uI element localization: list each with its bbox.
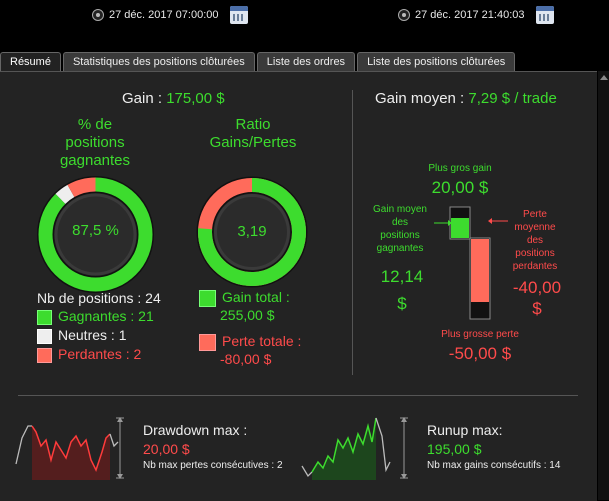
- legend-winners: Gagnantes : 21: [37, 308, 154, 325]
- avg-loss-value-line: -40,00: [512, 278, 562, 297]
- win-pct-title-line: gagnantes: [59, 152, 131, 169]
- avg-win-label-line: des: [391, 217, 409, 228]
- legend-neutral: Neutres : 1: [37, 327, 126, 344]
- total-loss: Perte totale :: [199, 333, 301, 351]
- avg-win-value-line: 12,14: [380, 267, 424, 286]
- gain-summary: Gain : 175,00 $: [122, 90, 225, 107]
- end-date-text: 27 déc. 2017 21:40:03: [415, 9, 525, 21]
- green-square-icon: [37, 309, 52, 325]
- runup-sparkline: [301, 417, 408, 480]
- ratio-title-line: Ratio: [235, 116, 271, 133]
- tab-closed-positions[interactable]: Liste des positions clôturées: [357, 52, 516, 71]
- green-square-icon: [199, 289, 216, 307]
- avg-gain-summary: Gain moyen : 7,29 $ / trade: [375, 90, 557, 107]
- start-date-text: 27 déc. 2017 07:00:00: [109, 9, 219, 21]
- legend-losers-text: Perdantes : 2: [58, 346, 142, 362]
- win-pct-value: 87,5 %: [72, 222, 119, 239]
- avg-loss-label-line: positions: [515, 248, 555, 259]
- tab-closed-stats[interactable]: Statistiques des positions clôturées: [62, 52, 255, 71]
- red-square-icon: [199, 333, 216, 351]
- biggest-win-value: 20,00 $: [431, 178, 489, 197]
- start-date[interactable]: 27 déc. 2017 07:00:00: [92, 6, 249, 24]
- drawdown-sub: Nb max pertes consécutives : 2: [143, 460, 283, 471]
- runup-title: Runup max:: [427, 422, 503, 438]
- avg-loss-label-line: moyenne: [514, 222, 556, 233]
- horizontal-divider: [18, 395, 578, 396]
- total-gain-value: 255,00 $: [220, 307, 275, 323]
- win-pct-title: % de positions gagnantes: [40, 116, 150, 170]
- runup-value: 195,00 $: [427, 441, 482, 457]
- biggest-loss-label: Plus grosse perte: [441, 329, 519, 340]
- legend-neutral-text: Neutres : 1: [58, 327, 127, 343]
- total-gain-label: Gain total :: [222, 289, 290, 305]
- avg-loss-value: -40,00 $: [500, 277, 574, 319]
- ratio-ring: [196, 176, 308, 288]
- legend-losers: Perdantes : 2: [37, 346, 141, 363]
- summary-panel: Gain : 175,00 $ % de positions gagnantes…: [0, 71, 597, 501]
- avg-loss-value-line: $: [532, 299, 542, 318]
- avg-win-label-line: gagnantes: [376, 243, 424, 254]
- tab-resume[interactable]: Résumé: [0, 52, 61, 71]
- scroll-up-icon[interactable]: [599, 75, 608, 80]
- radio-icon[interactable]: [398, 9, 410, 21]
- ratio-value: 3,19: [237, 223, 267, 240]
- calendar-icon[interactable]: [536, 6, 555, 24]
- top-bar: 27 déc. 2017 07:00:00 27 déc. 2017 21:40…: [0, 0, 609, 50]
- ratio-title: Ratio Gains/Pertes: [193, 116, 313, 152]
- avg-win-label: Gain moyen des positions gagnantes: [365, 203, 435, 255]
- runup-sub: Nb max gains consécutifs : 14: [427, 460, 561, 471]
- avg-loss-label-line: Perte: [523, 209, 547, 220]
- calendar-icon[interactable]: [230, 6, 249, 24]
- drawdown-value: 20,00 $: [143, 441, 190, 457]
- legend-winners-text: Gagnantes : 21: [58, 308, 154, 324]
- total-loss-value: -80,00 $: [220, 351, 272, 367]
- positions-count: Nb de positions : 24: [37, 290, 161, 306]
- win-pct-title-line: % de: [77, 116, 113, 133]
- avg-gain-label: Gain moyen :: [375, 90, 465, 107]
- avg-win-label-line: Gain moyen: [373, 204, 427, 215]
- radio-icon[interactable]: [92, 9, 104, 21]
- avg-win-value: 12,14 $: [372, 263, 432, 317]
- avg-loss-label-line: perdantes: [512, 261, 558, 272]
- gain-value: 175,00 $: [166, 90, 225, 107]
- biggest-loss-value: -50,00 $: [448, 344, 512, 363]
- avg-bars-graphic: [434, 206, 508, 320]
- tab-bar: Résumé Statistiques des positions clôtur…: [0, 52, 517, 72]
- drawdown-title: Drawdown max :: [143, 422, 248, 438]
- biggest-win-label: Plus gros gain: [428, 163, 492, 174]
- win-pct-ring: [37, 176, 154, 293]
- tab-orders[interactable]: Liste des ordres: [256, 52, 356, 71]
- win-pct-title-line: positions: [65, 134, 125, 151]
- vertical-scrollbar[interactable]: [598, 71, 609, 500]
- total-gain: Gain total :: [199, 289, 290, 307]
- white-square-icon: [37, 328, 52, 344]
- avg-loss-label: Perte moyenne des positions perdantes: [500, 208, 570, 273]
- end-date[interactable]: 27 déc. 2017 21:40:03: [398, 6, 555, 24]
- vertical-divider: [352, 90, 353, 375]
- avg-win-label-line: positions: [380, 230, 420, 241]
- ratio-title-line: Gains/Pertes: [209, 134, 297, 151]
- avg-loss-label-line: des: [526, 235, 544, 246]
- avg-win-value-line: $: [397, 294, 407, 313]
- gain-label: Gain :: [122, 90, 163, 107]
- total-loss-label: Perte totale :: [222, 333, 302, 349]
- avg-gain-value: 7,29 $ / trade: [468, 90, 557, 107]
- drawdown-sparkline: [15, 417, 124, 480]
- red-square-icon: [37, 347, 52, 363]
